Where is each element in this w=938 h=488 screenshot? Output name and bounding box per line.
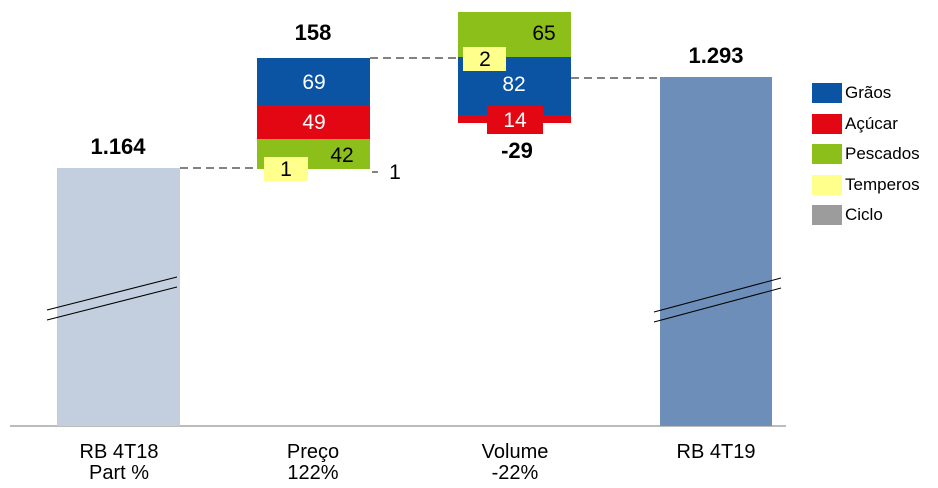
category-label-line: Volume [481, 441, 549, 463]
legend-item-graos: Grãos [812, 78, 920, 109]
label-volume-graos: 82 [502, 73, 525, 96]
label-preco-graos: 69 [302, 71, 325, 94]
label-volume-acucar: 14 [503, 109, 527, 132]
category-label-line: RB 4T19 [676, 441, 756, 463]
legend-swatch [812, 113, 842, 134]
legend-swatch [812, 174, 842, 195]
label-preco-acucar: 49 [302, 111, 325, 134]
segment-preco-temperos [264, 157, 308, 181]
label-preco-pescados: 42 [330, 144, 353, 167]
category-label-line: -22% [491, 462, 539, 484]
legend-item-acucar: Açúcar [812, 109, 920, 140]
segment-preco-acucar [257, 105, 370, 139]
legend-label: Grãos [845, 83, 892, 103]
legend-label: Ciclo [845, 205, 883, 225]
total-label-volume: -29 [501, 138, 533, 163]
legend-item-temperos: Temperos [812, 170, 920, 201]
bar-rb-4t19 [660, 77, 772, 426]
legend-label: Temperos [845, 174, 920, 194]
label-volume-temperos: 2 [479, 48, 491, 71]
segment-volume-acucar-label-box [487, 106, 543, 134]
legend-swatch [812, 205, 842, 226]
total-label-end: 1.293 [688, 43, 744, 68]
bar-rb-4t18 [57, 168, 180, 426]
legend-label: Açúcar [845, 113, 898, 133]
legend-item-pescados: Pescados [812, 139, 920, 170]
total-label-preco: 158 [294, 20, 332, 45]
legend-swatch [812, 83, 842, 104]
category-label-rb-4t19: RB 4T19 [641, 442, 791, 463]
label-preco-temperos: 1 [280, 158, 292, 181]
category-label-rb-4t18: RB 4T18 Part % [44, 442, 194, 484]
category-label-line: Preço [286, 441, 340, 463]
axis-break-mark-start [46, 276, 178, 321]
legend: Grãos Açúcar Pescados Temperos Ciclo [812, 78, 920, 231]
segment-volume-temperos [463, 47, 506, 71]
category-label-volume: Volume -22% [440, 442, 590, 484]
axis-break-mark-end [653, 277, 782, 323]
total-label-start: 1.164 [90, 134, 146, 159]
legend-swatch [812, 144, 842, 165]
category-label-line: RB 4T18 [79, 441, 159, 463]
category-label-line: Part % [88, 462, 150, 484]
label-volume-pescados: 65 [532, 22, 555, 45]
category-label-line: 122% [287, 462, 339, 484]
legend-label: Pescados [845, 144, 920, 164]
label-preco-side: 1 [389, 161, 401, 184]
segment-preco-graos [257, 58, 370, 105]
category-label-preco: Preço 122% [238, 442, 388, 484]
legend-item-ciclo: Ciclo [812, 200, 920, 231]
